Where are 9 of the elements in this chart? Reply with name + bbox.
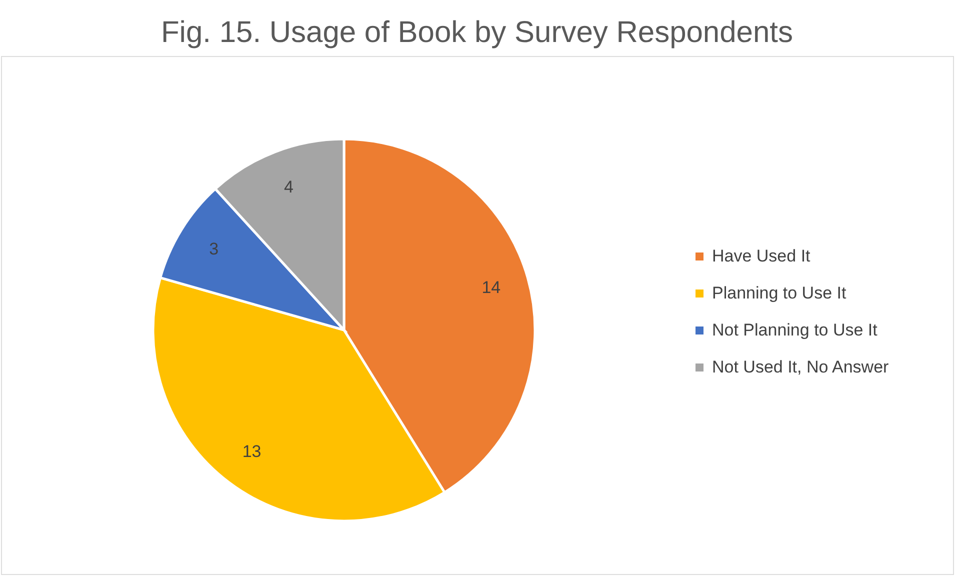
legend-label: Have Used It <box>712 246 811 266</box>
data-label: 13 <box>242 442 262 462</box>
legend-label: Not Used It, No Answer <box>712 358 890 376</box>
legend-label: Not Planning to Use It <box>712 320 878 340</box>
data-label: 14 <box>482 278 501 298</box>
data-label: 3 <box>209 239 219 258</box>
data-label: 4 <box>284 177 294 196</box>
chart-title: Fig. 15. Usage of Book by Survey Respondents <box>160 16 794 49</box>
legend-label: Planning to Use It <box>712 284 846 302</box>
